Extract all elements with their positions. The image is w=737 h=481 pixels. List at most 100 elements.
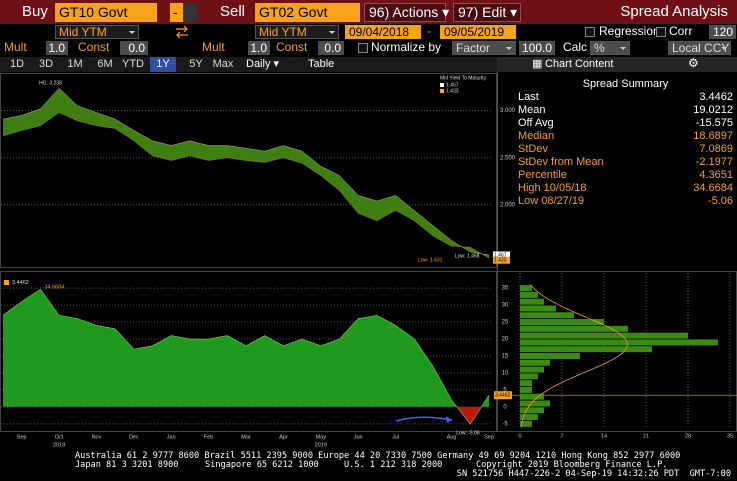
y-tick-label: 5 (503, 387, 507, 393)
normalize-method[interactable]: Factor (452, 41, 516, 55)
buy-field[interactable]: Mid YTM (55, 25, 139, 39)
settings-gear[interactable]: ⚙ (688, 56, 699, 70)
histogram-bar (520, 380, 532, 387)
period-tab[interactable]: YTD (122, 58, 144, 70)
series-line (2, 87, 490, 256)
swap-icon[interactable] (174, 25, 190, 39)
chart-content-button[interactable]: Chart Content (545, 58, 614, 70)
histogram-bar (520, 346, 652, 353)
legend-value: 1.467 (446, 82, 459, 88)
period-tab[interactable]: 1M (67, 58, 83, 70)
histogram-bar (520, 407, 544, 414)
calc-dropdown[interactable]: % (590, 41, 630, 55)
summary-row: Off Avg -15.575 (518, 117, 733, 130)
histogram-bar (520, 291, 538, 298)
histogram-bar (520, 298, 544, 305)
frequency-dropdown[interactable]: Daily ▾ (246, 58, 280, 70)
buy-mult[interactable]: 1.0 (46, 41, 68, 55)
x-tick-label: Dec (129, 434, 139, 440)
summary-row: High 10/05/18 34.6684 (518, 182, 733, 195)
x-tick-label: Jan (167, 434, 176, 440)
y-tick-label: 30 (502, 303, 509, 309)
y-tick-label: 35 (502, 286, 509, 292)
buy-ticker[interactable]: GT10 Govt (55, 3, 157, 22)
drawn-arrow (395, 416, 453, 422)
price-tag (493, 256, 510, 264)
page-title: Spread Analysis (620, 3, 728, 20)
sell-ticker[interactable]: GT02 Govt (255, 3, 360, 22)
histogram-bar (520, 352, 580, 359)
histogram-bar (520, 366, 544, 373)
currency-dropdown[interactable]: Local CCY (668, 41, 731, 55)
y-tick-label: 0 (503, 404, 507, 410)
x-tick-label: 0 (518, 433, 521, 439)
x-tick-label: 7 (560, 433, 563, 439)
buy-label: Buy (22, 3, 48, 20)
area-positive (3, 289, 489, 407)
y-tick-label: 15 (502, 354, 509, 360)
legend-swatch (440, 83, 444, 87)
summary-label: Percentile (518, 169, 567, 181)
annotation: Low: 1.458 (455, 253, 480, 259)
footer-line: Australia 61 2 9777 8600 Brazil 5511 239… (75, 451, 681, 461)
summary-value: -5.06 (707, 195, 733, 207)
x-tick-label: Nov (92, 434, 102, 440)
summary-value: 7.0869 (699, 143, 733, 155)
period-tab[interactable]: 6M (97, 58, 113, 70)
period-tab[interactable]: Max (212, 58, 234, 70)
histogram-bar (520, 325, 628, 332)
footer-part: Copyright 2019 Bloomberg Finance L.P. (476, 460, 668, 470)
sell-field[interactable]: Mid YTM (255, 25, 339, 39)
chart-content-bar (497, 57, 737, 72)
corr-checkbox[interactable] (656, 27, 666, 37)
normalize-checkbox[interactable] (358, 43, 368, 53)
end-date[interactable]: 09/05/2019 (440, 25, 516, 39)
annotation: Low: 1.431 (418, 257, 443, 263)
series-line (2, 112, 490, 259)
chart-content-icon[interactable]: ▦ (532, 58, 543, 70)
area-outline (2, 288, 490, 425)
summary-label: Median (518, 130, 555, 142)
date-separator: - (427, 24, 431, 38)
x-tick-label: Apr (279, 434, 288, 440)
regression-checkbox[interactable] (585, 27, 595, 37)
y-tick-label: 2.500 (500, 155, 516, 161)
sell-const[interactable]: 0.0 (318, 41, 344, 55)
price-tag (493, 251, 510, 259)
buy-menu[interactable]: - (170, 3, 183, 22)
sell-mult-label: Mult (202, 40, 225, 54)
period-tab[interactable]: 1D (9, 58, 25, 70)
histogram-bar (520, 305, 556, 312)
summary-value: 34.6684 (693, 182, 733, 194)
summary-label: Mean (518, 104, 546, 116)
histogram-bar (520, 400, 550, 407)
summary-row: StDev from Mean -2.1977 (518, 156, 733, 169)
summary-label: Off Avg (518, 117, 554, 129)
sell-mult[interactable]: 1.0 (248, 41, 270, 55)
normalize-value[interactable]: 100.0 (519, 41, 555, 55)
period-tab[interactable]: 3D (38, 58, 54, 70)
histogram-bar (520, 319, 604, 326)
buy-menu-arrow[interactable] (183, 3, 197, 22)
table-button[interactable]: Table (308, 58, 335, 70)
drawn-arrowhead (446, 416, 452, 423)
buy-const[interactable]: 0.0 (120, 41, 148, 55)
buy-mult-label: Mult (4, 40, 27, 54)
actions-button[interactable]: 96) Actions ▾ (364, 3, 449, 22)
corr-value[interactable]: 120 (709, 25, 736, 39)
period-tab[interactable]: 1Y (150, 57, 176, 72)
summary-label: Low 08/27/19 (518, 195, 585, 207)
edit-button[interactable]: 97) Edit ▾ (453, 3, 521, 22)
footer-part: Japan 81 3 3201 8900 (75, 460, 179, 470)
period-tab[interactable]: 5Y (189, 58, 203, 70)
y-tick-label: 3.000 (500, 108, 516, 114)
summary-value: -2.1977 (695, 156, 733, 168)
summary-row: StDev 7.0869 (518, 143, 733, 156)
start-date[interactable]: 09/04/2018 (345, 25, 421, 39)
histogram-bar (520, 332, 688, 339)
summary-label: StDev (518, 143, 548, 155)
histogram-bar (520, 414, 538, 421)
summary-value: 3.4462 (699, 91, 733, 103)
summary-value: 4.3651 (699, 169, 733, 181)
